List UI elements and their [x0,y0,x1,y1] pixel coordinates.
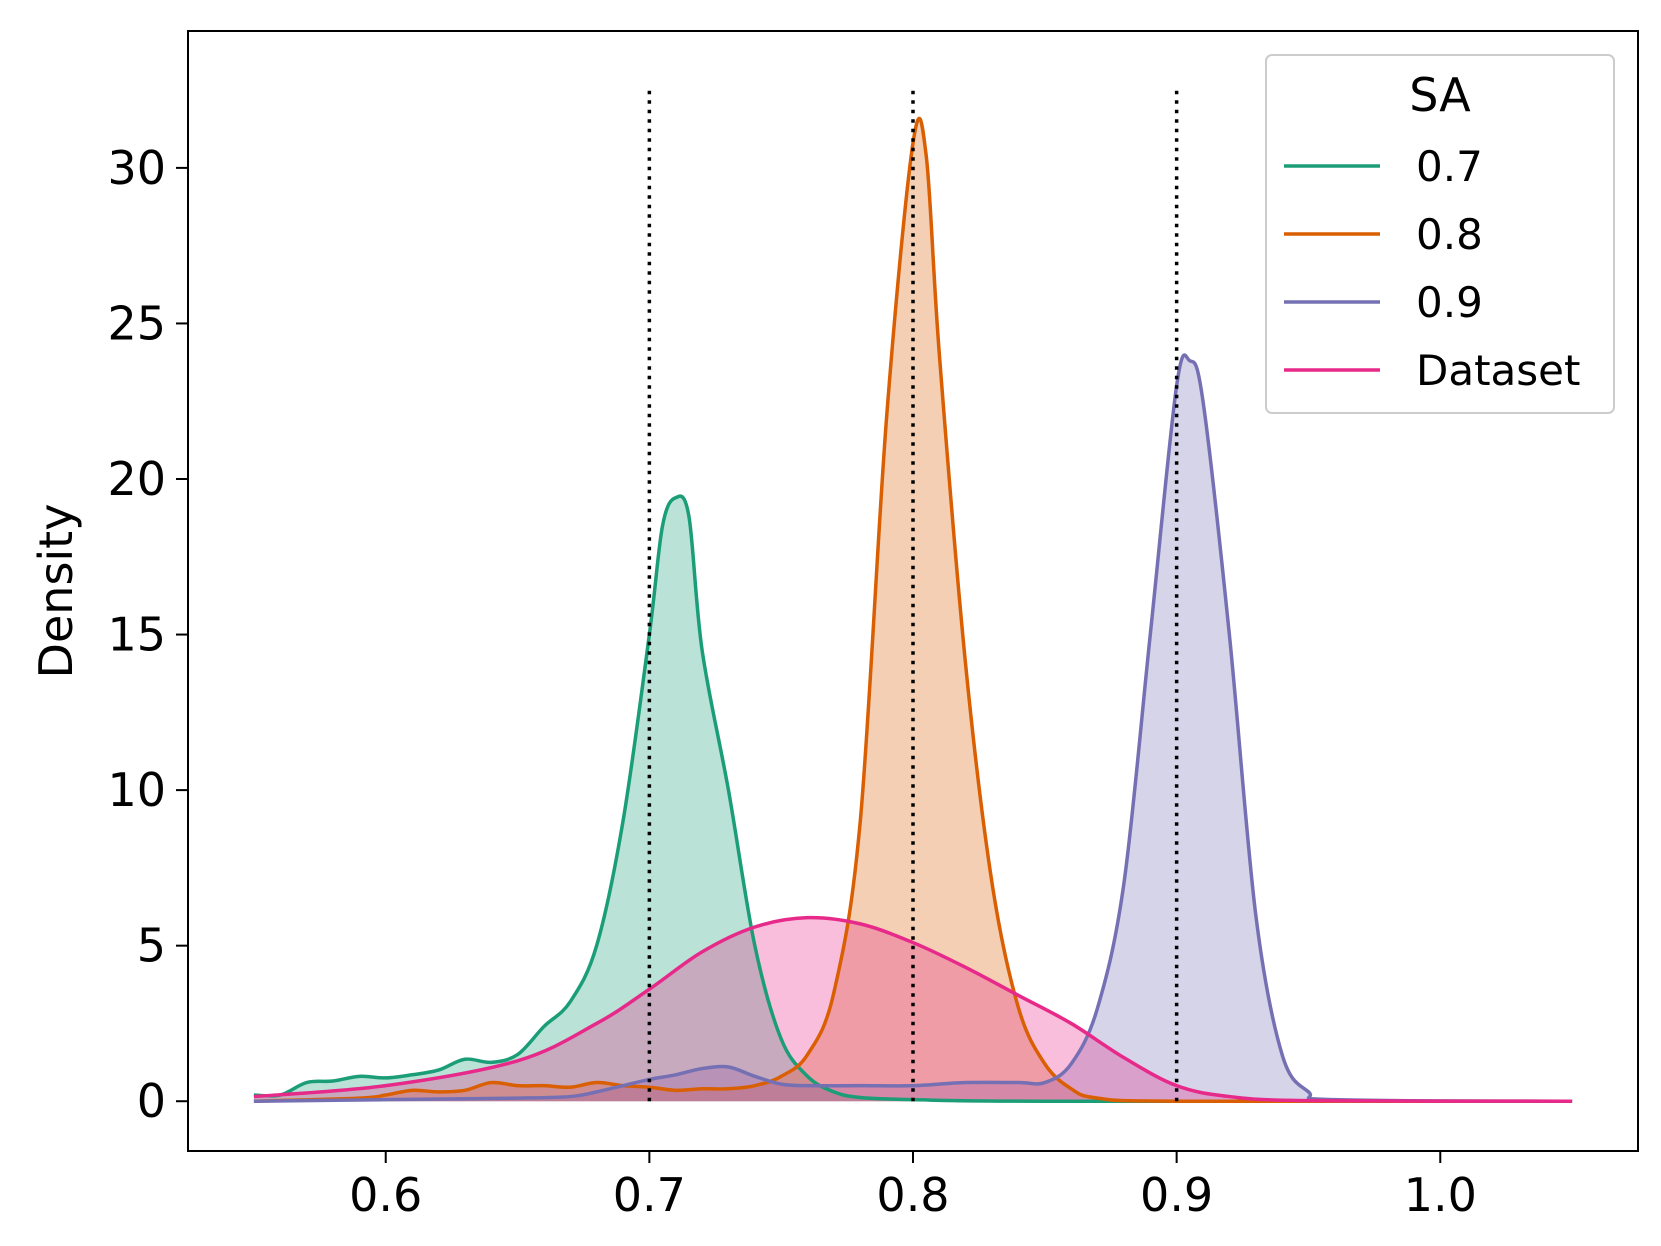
legend-items: 0.7 0.8 0.9 Dataset [1284,142,1580,395]
x-tick-label-1: 0.7 [613,1168,686,1222]
x-tick-label-2: 0.8 [876,1168,949,1222]
series-lines [253,116,1573,1103]
y-axis: 0 5 10 15 20 25 30 [107,141,188,1128]
series-line-2 [253,353,1573,1103]
y-tick-label-5: 25 [107,296,166,350]
legend-label-0: 0.7 [1416,142,1483,191]
y-tick-label-2: 10 [107,763,166,817]
series-fill-2 [253,355,1573,1102]
x-tick-label-3: 0.9 [1140,1168,1213,1222]
x-tick-label-4: 1.0 [1404,1168,1477,1222]
y-tick-label-4: 20 [107,452,166,506]
y-axis-label: Density [29,504,83,679]
legend-label-1: 0.8 [1416,210,1483,259]
x-axis: 0.6 0.7 0.8 0.9 1.0 [349,1151,1477,1222]
series-line-1 [253,116,1573,1103]
legend: SA 0.7 0.8 0.9 Dataset [1265,54,1615,414]
series-fill-3 [253,917,1573,1102]
y-tick-label-1: 5 [137,919,166,973]
legend-box [1265,54,1615,414]
series-line-0 [253,494,1573,1103]
series-fill-1 [253,118,1573,1102]
legend-label-3: Dataset [1416,346,1580,395]
y-tick-label-3: 15 [107,608,166,662]
x-tick-label-0: 0.6 [349,1168,422,1222]
series-line-3 [253,915,1573,1103]
y-tick-label-6: 30 [107,141,166,195]
legend-label-2: 0.9 [1416,278,1483,327]
legend-title: SA [1409,68,1471,122]
series-fills [253,118,1573,1102]
y-tick-label-0: 0 [137,1074,166,1128]
